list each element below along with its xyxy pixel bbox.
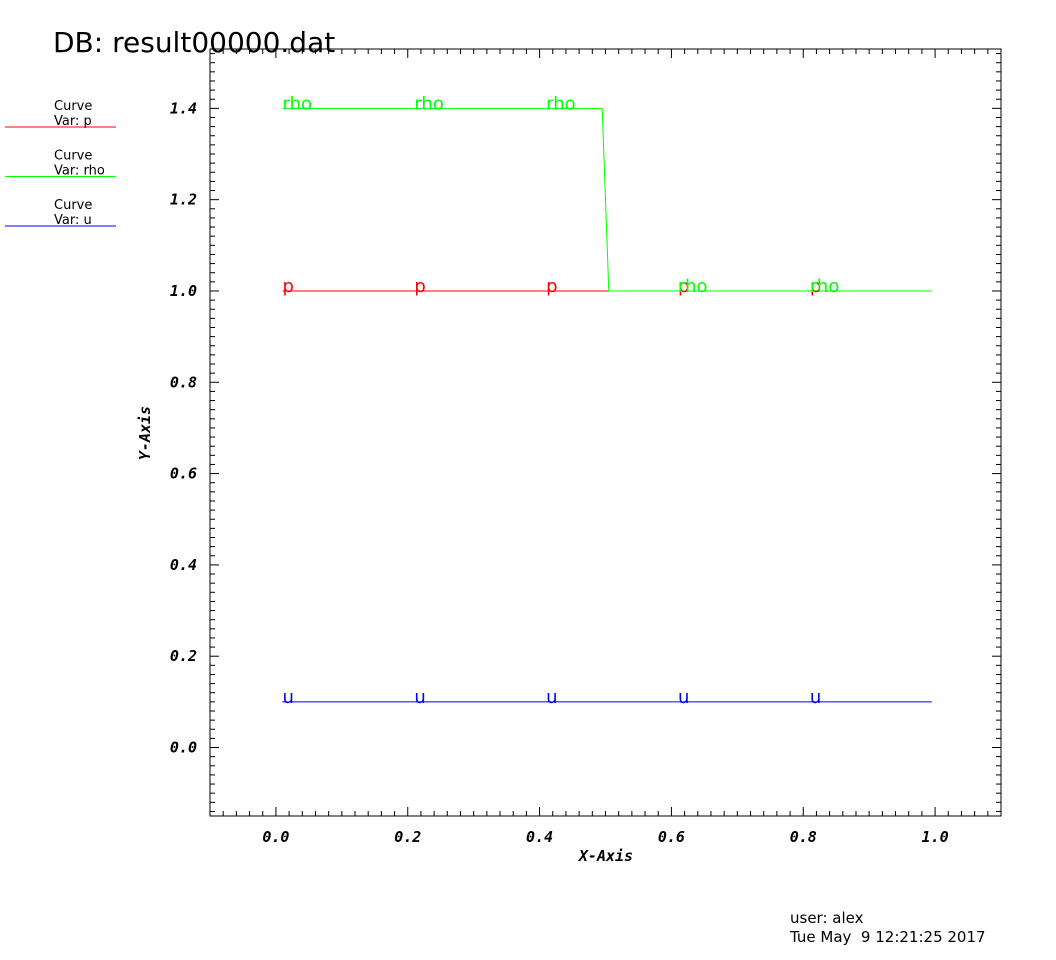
curve-label-u: u — [678, 687, 689, 708]
curve-label-p: p — [414, 276, 425, 297]
curve-label-p: p — [283, 276, 294, 297]
footer-timestamp: Tue May 9 12:21:25 2017 — [789, 928, 986, 946]
legend-var-p: Var: p — [54, 114, 92, 129]
curve-label-rho: rho — [810, 276, 840, 297]
legend-var-u: Var: u — [54, 213, 92, 228]
x-tick-label: 0.0 — [262, 828, 289, 846]
x-tick-label: 1.0 — [922, 828, 949, 846]
y-tick-label: 0.6 — [170, 465, 197, 483]
y-tick-label: 1.2 — [170, 191, 197, 209]
curve-label-u: u — [414, 687, 425, 708]
y-tick-label: 1.0 — [170, 282, 197, 300]
curve-label-rho: rho — [414, 93, 444, 114]
curve-label-p: p — [678, 276, 689, 297]
x-axis-label: X-Axis — [577, 847, 633, 865]
y-tick-label: 0.4 — [170, 556, 197, 574]
x-tick-label: 0.6 — [658, 828, 685, 846]
x-tick-label: 0.2 — [394, 828, 421, 846]
plot-frame — [209, 48, 1002, 817]
curve-label-u: u — [810, 687, 821, 708]
legend-var-rho: Var: rho — [54, 164, 105, 179]
y-tick-label: 1.4 — [170, 99, 197, 117]
curve-label-u: u — [283, 687, 294, 708]
curves — [282, 107, 932, 703]
series-line-rho — [282, 107, 932, 292]
y-tick-label: 0.0 — [170, 739, 197, 757]
y-axis-ticks: 0.0 0.2 0.4 0.6 0.8 1.0 1.2 1.4 — [170, 53, 1001, 812]
curve-label-rho: rho — [546, 93, 576, 114]
legend-title: Curve — [54, 99, 92, 114]
y-axis-label: Y-Axis — [136, 406, 154, 460]
curve-label-p: p — [546, 276, 557, 297]
y-tick-label: 0.8 — [170, 373, 197, 391]
footer-user: user: alex — [790, 909, 864, 927]
chart-title: DB: result00000.dat — [53, 26, 335, 59]
legend-title: Curve — [54, 198, 92, 213]
y-tick-label: 0.2 — [170, 647, 197, 665]
legend-title: Curve — [54, 149, 92, 164]
x-tick-label: 0.8 — [790, 828, 817, 846]
x-tick-label: 0.4 — [526, 828, 553, 846]
x-axis-ticks: 0.0 0.2 0.4 0.6 0.8 1.0 — [209, 49, 1002, 846]
curve-label-p: p — [810, 276, 821, 297]
curve-label-rho: rho — [283, 93, 313, 114]
curve-label-u: u — [546, 687, 557, 708]
curve-label-rho: rho — [678, 276, 708, 297]
